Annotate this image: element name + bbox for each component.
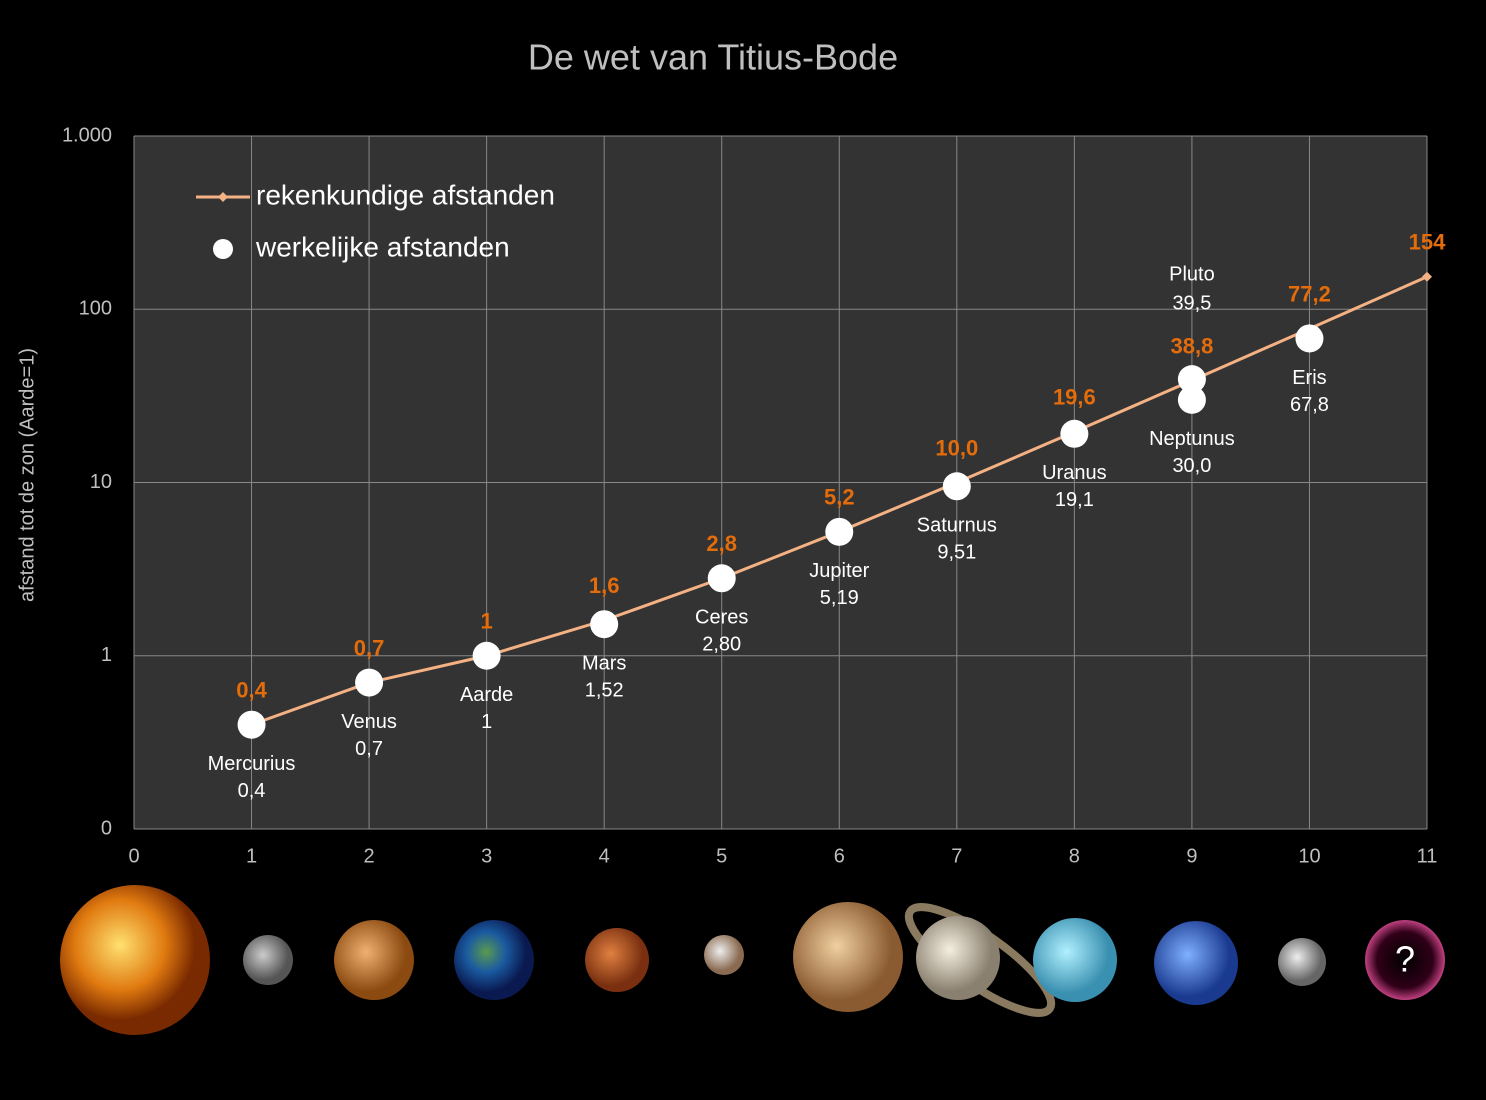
x-tick-label: 1 — [246, 845, 257, 867]
y-tick-label: 0 — [101, 817, 112, 839]
planet-images: ? — [60, 885, 1445, 1035]
legend-marker — [213, 239, 233, 259]
scatter-point — [237, 710, 266, 739]
x-tick-label: 10 — [1298, 845, 1320, 867]
x-tick-label: 5 — [716, 845, 727, 867]
planet-image — [1278, 938, 1326, 986]
planet-image — [585, 928, 649, 992]
point-name: Neptunus — [1149, 428, 1235, 450]
x-tick-label: 7 — [951, 845, 962, 867]
legend-label: rekenkundige afstanden — [256, 179, 555, 210]
scatter-point — [590, 610, 619, 639]
legend-label: werkelijke afstanden — [255, 231, 510, 262]
scatter-point — [707, 564, 736, 593]
value-label: 1 — [481, 609, 493, 634]
x-tick-label: 8 — [1069, 845, 1080, 867]
point-name: Venus — [341, 711, 397, 733]
y-tick-label: 1 — [101, 644, 112, 666]
y-tick-label: 10 — [90, 471, 112, 493]
point-value-label: 2,80 — [702, 634, 741, 656]
point-name: Uranus — [1042, 462, 1106, 484]
point-name: Mercurius — [208, 753, 296, 775]
scatter-point — [1295, 324, 1324, 353]
planet-image — [793, 902, 903, 1012]
value-label: 2,8 — [706, 531, 737, 556]
scatter-point — [472, 641, 501, 670]
point-value-label: 9,51 — [937, 542, 976, 564]
planet-image — [1154, 921, 1238, 1005]
point-value-label: 30,0 — [1172, 455, 1211, 477]
x-tick-label: 9 — [1186, 845, 1197, 867]
point-name: Aarde — [460, 684, 513, 706]
point-value-label: 67,8 — [1290, 394, 1329, 416]
point-value-label: 0,7 — [355, 738, 383, 760]
scatter-point — [1177, 385, 1206, 414]
x-tick-label: 0 — [128, 845, 139, 867]
point-name: Pluto — [1169, 263, 1215, 285]
planet-image — [916, 916, 1000, 1000]
y-tick-label: 1.000 — [62, 124, 112, 146]
planet-image — [1365, 920, 1445, 1000]
scatter-point — [355, 668, 384, 697]
x-tick-label: 3 — [481, 845, 492, 867]
point-value-label: 0,4 — [238, 780, 266, 802]
y-axis-label: afstand tot de zon (Aarde=1) — [16, 348, 38, 602]
planet-image — [704, 935, 744, 975]
value-label: 38,8 — [1170, 333, 1213, 358]
chart-title: De wet van Titius-Bode — [528, 37, 898, 78]
x-tick-label: 2 — [364, 845, 375, 867]
value-label: 5,2 — [824, 485, 855, 510]
scatter-point — [825, 517, 854, 546]
planet-image — [243, 935, 293, 985]
line-marker — [1422, 271, 1432, 282]
value-label: 0,7 — [354, 635, 385, 660]
legend-marker — [218, 192, 228, 202]
point-name: Jupiter — [809, 560, 869, 582]
point-name: Ceres — [695, 607, 748, 629]
point-value-label: 1,52 — [585, 680, 624, 702]
point-name: Mars — [582, 653, 626, 675]
x-tick-label: 11 — [1417, 845, 1438, 867]
scatter-point — [942, 472, 971, 501]
planet-image — [1033, 918, 1117, 1002]
value-label: 77,2 — [1288, 282, 1331, 307]
sun-image — [60, 885, 210, 1035]
planet-image — [334, 920, 414, 1000]
point-value-label: 19,1 — [1055, 489, 1094, 511]
value-label: 19,6 — [1053, 385, 1096, 410]
planet-image — [454, 920, 534, 1000]
scatter-point — [1177, 365, 1206, 394]
x-tick-label: 4 — [599, 845, 610, 867]
value-label: 1,6 — [589, 573, 620, 598]
unknown-planet-label: ? — [1395, 939, 1415, 980]
y-tick-label: 100 — [79, 298, 112, 320]
scatter-point — [1060, 419, 1089, 448]
value-label: 0,4 — [236, 678, 267, 703]
point-value-label: 5,19 — [820, 587, 859, 609]
point-name: Eris — [1292, 367, 1326, 389]
value-label: 10,0 — [935, 435, 978, 460]
x-tick-label: 6 — [834, 845, 845, 867]
point-value-label: 39,5 — [1172, 292, 1211, 314]
point-name: Saturnus — [917, 515, 997, 537]
point-value-label: 1 — [481, 711, 492, 733]
value-label: 154 — [1409, 230, 1446, 255]
